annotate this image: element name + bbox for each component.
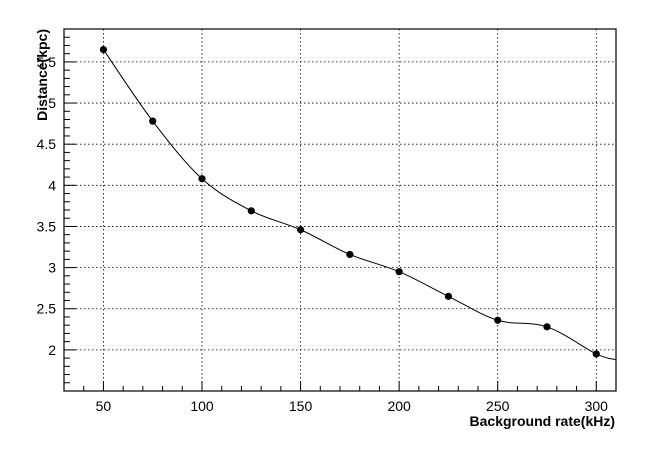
x-tick-label: 50 [96, 398, 112, 414]
y-tick-label: 2 [48, 342, 56, 358]
data-point [543, 323, 551, 331]
y-axis-title: Distance(kpc) [34, 29, 50, 121]
y-tick-label: 5 [48, 95, 56, 111]
y-tick-label: 4 [48, 177, 56, 193]
x-tick-label: 200 [387, 398, 411, 414]
y-tick-labels: 2 2.5 3 3.5 4 4.5 5 5.5 [37, 54, 57, 358]
y-tick-label: 5.5 [37, 54, 57, 70]
y-tick-label: 4.5 [37, 136, 57, 152]
y-tick-label: 3.5 [37, 218, 57, 234]
data-point [346, 250, 354, 259]
data-point [494, 316, 502, 324]
y-tick-label: 2.5 [37, 301, 57, 317]
x-axis-title: Background rate(kHz) [470, 413, 615, 429]
data-point [444, 292, 453, 300]
data-point [296, 226, 305, 234]
data-point [198, 175, 206, 183]
data-point [149, 117, 157, 125]
grid-lines [64, 29, 616, 391]
data-point [395, 268, 403, 276]
data-points [99, 45, 600, 358]
x-tick-label: 150 [289, 398, 313, 414]
x-tick-label: 100 [190, 398, 214, 414]
x-tick-label: 300 [585, 398, 609, 414]
data-point [592, 350, 600, 358]
axis-ticks [63, 28, 617, 391]
series-line [103, 49, 617, 361]
data-point [99, 45, 108, 54]
y-tick-label: 3 [48, 260, 56, 276]
x-tick-label: 250 [486, 398, 510, 414]
data-point [247, 207, 255, 215]
plot-frame [63, 28, 617, 392]
x-tick-labels: 50 100 150 200 250 300 [96, 398, 609, 414]
